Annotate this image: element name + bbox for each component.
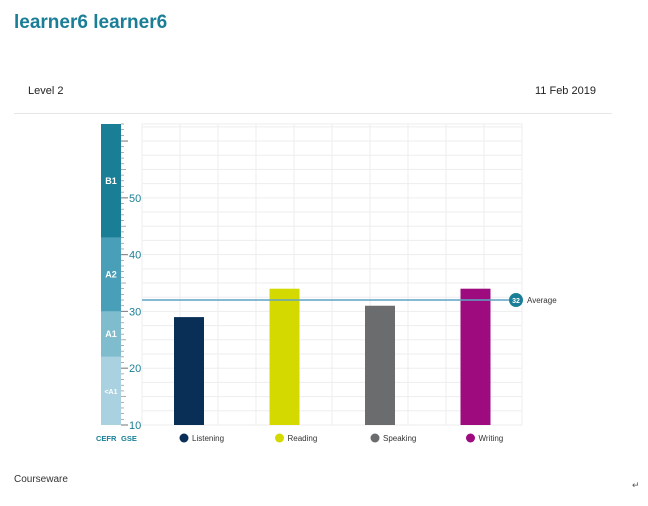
gse-tick-label: 10 bbox=[129, 420, 141, 432]
courseware-label: Courseware bbox=[14, 474, 68, 485]
gse-axis-label: GSE bbox=[121, 434, 137, 443]
gse-tick-label: 50 bbox=[129, 193, 141, 205]
date-label: 11 Feb 2019 bbox=[535, 85, 596, 97]
legend-swatch bbox=[275, 433, 284, 443]
legend-label: Writing bbox=[479, 434, 504, 443]
cefr-axis-label: CEFR bbox=[96, 434, 117, 443]
page-title: learner6 learner6 bbox=[14, 12, 168, 33]
average-value: 32 bbox=[512, 298, 520, 305]
bar-writing bbox=[460, 288, 491, 425]
legend-label: Listening bbox=[192, 434, 224, 443]
cefr-band-label: <A1 bbox=[104, 389, 117, 396]
cefr-band-label: A1 bbox=[105, 329, 117, 339]
cefr-band-label: A2 bbox=[105, 270, 117, 280]
bar-speaking bbox=[365, 305, 395, 425]
average-label: Average bbox=[527, 296, 557, 305]
gse-tick-label: 40 bbox=[129, 250, 141, 262]
cefr-band bbox=[101, 124, 121, 238]
average-badge bbox=[509, 293, 523, 308]
cefr-band-label: B1 bbox=[105, 176, 117, 186]
gse-tick-label: 20 bbox=[129, 363, 141, 375]
legend-swatch bbox=[370, 433, 380, 443]
legend-swatch bbox=[179, 433, 189, 443]
bar-listening bbox=[174, 317, 204, 425]
level-label: Level 2 bbox=[28, 85, 64, 97]
cefr-band bbox=[101, 311, 121, 357]
cefr-band bbox=[101, 237, 121, 312]
legend-label: Speaking bbox=[383, 434, 416, 443]
paragraph-mark: ↵ bbox=[632, 480, 640, 490]
gse-tick-label: 30 bbox=[129, 306, 141, 318]
divider bbox=[14, 113, 612, 114]
legend-label: Reading bbox=[288, 434, 318, 443]
legend-swatch bbox=[466, 433, 475, 443]
cefr-band bbox=[101, 356, 121, 425]
bar-reading bbox=[269, 288, 300, 425]
score-chart: <A1 A1 A2 B1 10 20 30 40 50 32 Average CEFR GSE Liste… bbox=[96, 123, 557, 443]
